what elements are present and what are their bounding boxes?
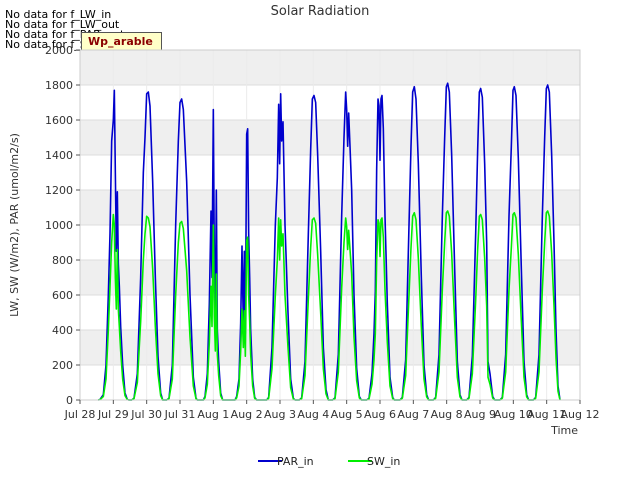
y-tick-label: 1600 xyxy=(45,114,73,127)
y-tick-label: 0 xyxy=(66,394,73,407)
y-tick-label: 200 xyxy=(52,359,73,372)
x-tick-label: Aug 1 xyxy=(197,408,229,421)
legend-label-par-in: PAR_in xyxy=(277,455,314,468)
no-data-message-lw-in: No data for f_LW_in xyxy=(5,8,112,21)
x-tick-label: Jul 31 xyxy=(164,408,196,421)
y-tick-label: 2000 xyxy=(45,44,73,57)
site-badge: Wp_arable xyxy=(81,32,162,51)
y-tick-label: 600 xyxy=(52,289,73,302)
series-layer xyxy=(98,82,561,401)
x-tick-label: Jul 29 xyxy=(97,408,129,421)
x-tick-label: Aug 5 xyxy=(331,408,363,421)
plot-band xyxy=(80,330,580,365)
chart-title: Solar Radiation xyxy=(270,4,370,19)
x-tick-label: Aug 2 xyxy=(231,408,263,421)
x-axis-label: Time xyxy=(550,424,578,437)
legend: PAR_in SW_in xyxy=(258,455,400,468)
x-tick-label: Jul 30 xyxy=(130,408,162,421)
x-tick-label: Aug 7 xyxy=(397,408,429,421)
x-tick-label: Aug 8 xyxy=(431,408,463,421)
x-tick-label: Aug 11 xyxy=(527,408,566,421)
y-tick-label: 1000 xyxy=(45,219,73,232)
x-tick-label: Aug 4 xyxy=(297,408,329,421)
y-tick-label: 800 xyxy=(52,254,73,267)
y-tick-label: 1800 xyxy=(45,79,73,92)
y-axis-ticks: 0 200 400 600 800 1000 1200 1400 1600 1800 2000 xyxy=(45,44,80,407)
x-tick-label: Jul 28 xyxy=(64,408,96,421)
y-tick-label: 1400 xyxy=(45,149,73,162)
series-line-sw-in xyxy=(98,210,561,401)
x-tick-label: Aug 9 xyxy=(464,408,496,421)
plot-band xyxy=(80,190,580,225)
no-data-message-lw-out: No data for f_LW_out xyxy=(5,18,120,31)
y-tick-label: 1200 xyxy=(45,184,73,197)
y-axis-label: LW, SW (W/m2), PAR (umol/m2/s) xyxy=(8,133,21,317)
y-tick-label: 400 xyxy=(52,324,73,337)
legend-label-sw-in: SW_in xyxy=(367,455,400,468)
x-tick-label: Aug 6 xyxy=(364,408,396,421)
plot-band xyxy=(80,120,580,155)
x-tick-label: Aug 12 xyxy=(561,408,600,421)
x-tick-label: Aug 3 xyxy=(264,408,296,421)
plot-band xyxy=(80,260,580,295)
plot-band xyxy=(80,50,580,85)
x-tick-label: Aug 10 xyxy=(494,408,533,421)
